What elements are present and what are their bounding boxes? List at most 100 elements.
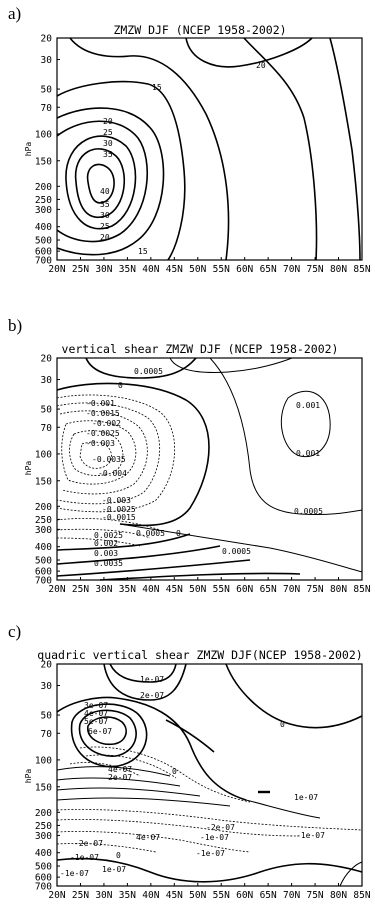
x-tick-label: 65N xyxy=(260,584,277,595)
contour-neg-b xyxy=(56,819,301,837)
contour-001-oval xyxy=(280,390,331,458)
contour-2e07-top xyxy=(103,663,187,701)
svg-text:-2e-07: -2e-07 xyxy=(206,823,235,832)
y-tick-label: 150 xyxy=(35,156,52,167)
svg-text:-0.004: -0.004 xyxy=(98,469,127,478)
svg-text:15: 15 xyxy=(138,247,148,256)
contour-4e07 xyxy=(70,703,148,768)
x-tick-label: 35N xyxy=(119,264,136,275)
x-tick-label: 40N xyxy=(142,890,159,901)
y-tick-label: 600 xyxy=(35,873,52,884)
y-tick-label: 500 xyxy=(35,236,52,247)
x-tick-label: 45N xyxy=(166,890,183,901)
svg-text:-0.0035: -0.0035 xyxy=(92,455,126,464)
svg-text:35: 35 xyxy=(100,200,110,209)
y-tick-label: 300 xyxy=(35,205,52,216)
x-tick-label: 75N xyxy=(306,584,323,595)
svg-text:-0.002: -0.002 xyxy=(92,419,121,428)
contour-shear-band-2 xyxy=(56,545,221,565)
svg-text:25: 25 xyxy=(103,128,113,137)
contour-20-upper xyxy=(185,37,313,68)
contour-0005-lower xyxy=(119,523,363,573)
y-tick-label: 700 xyxy=(35,256,52,267)
y-tick-label: 250 xyxy=(35,195,52,206)
panel-a: ZMZW DJF (NCEP 1958-2002) hPa 20 30 50 70 10… xyxy=(24,23,371,275)
y-tick-label: 250 xyxy=(35,821,52,832)
contour-neg-a xyxy=(56,809,363,831)
panel-b-contour-labels: 0.0005 0 -0.001 -0.0015 -0.002 -0.0025 -… xyxy=(86,367,323,568)
x-tick-label: 25N xyxy=(72,890,89,901)
x-tick-label: 20N xyxy=(48,264,65,275)
y-tick-label: 600 xyxy=(35,567,52,578)
contour-1e07-top xyxy=(109,663,177,683)
contour-15-top xyxy=(69,37,230,261)
y-tick-label: 100 xyxy=(35,755,52,766)
contour-dense-3 xyxy=(56,787,201,797)
contour-0-right xyxy=(225,663,363,729)
contour-neg-1 xyxy=(56,394,176,513)
svg-text:-0.0025: -0.0025 xyxy=(102,505,136,514)
svg-text:-2e-07: -2e-07 xyxy=(74,839,103,848)
svg-text:-1e-07: -1e-07 xyxy=(70,853,99,862)
y-tick-label: 700 xyxy=(35,882,52,893)
svg-text:-0.001: -0.001 xyxy=(86,399,115,408)
panel-b-title: vertical shear ZMZW DJF (NCEP 1958-2002) xyxy=(62,342,339,356)
y-tick-label: 20 xyxy=(41,34,53,45)
svg-text:0: 0 xyxy=(118,381,123,390)
contour-bottom-1 xyxy=(56,857,363,883)
x-tick-label: 30N xyxy=(95,890,112,901)
svg-text:1e-07: 1e-07 xyxy=(294,793,318,802)
svg-text:0.001: 0.001 xyxy=(296,401,320,410)
contour-neg-c xyxy=(56,831,251,853)
svg-text:0.002: 0.002 xyxy=(94,539,118,548)
y-tick-label: 300 xyxy=(35,525,52,536)
contour-neg-5 xyxy=(69,430,124,476)
svg-text:2e-07: 2e-07 xyxy=(140,691,164,700)
contour-pos-mid-3 xyxy=(69,762,141,777)
contour-15-left xyxy=(56,80,186,261)
y-tick-label: 30 xyxy=(41,55,53,66)
svg-text:0.0035: 0.0035 xyxy=(94,559,123,568)
panel-b-letter: b) xyxy=(8,316,23,335)
x-tick-label: 65N xyxy=(260,264,277,275)
panel-a-ylabel: hPa xyxy=(24,142,33,157)
y-tick-label: 200 xyxy=(35,502,52,513)
svg-text:-0.003: -0.003 xyxy=(102,496,131,505)
x-tick-label: 70N xyxy=(283,264,300,275)
panel-c-title: quadric vertical shear ZMZW DJF(NCEP 195… xyxy=(37,648,362,662)
x-tick-label: 60N xyxy=(236,584,253,595)
svg-text:4e-07: 4e-07 xyxy=(136,833,160,842)
x-tick-label: 55N xyxy=(213,890,230,901)
y-tick-label: 600 xyxy=(35,247,52,258)
contour-shear-band-4 xyxy=(99,572,301,581)
contour-dense-2 xyxy=(56,777,181,787)
contour-neg-d xyxy=(56,843,157,853)
x-tick-label: 30N xyxy=(95,264,112,275)
y-tick-label: 400 xyxy=(35,848,52,859)
contour-pos-band-1 xyxy=(56,518,161,531)
svg-text:15: 15 xyxy=(152,83,162,92)
contour-0005-top xyxy=(169,357,293,373)
svg-text:1e-07: 1e-07 xyxy=(102,865,126,874)
y-tick-label: 50 xyxy=(41,405,53,416)
svg-text:1e-07: 1e-07 xyxy=(140,675,164,684)
y-tick-label: 700 xyxy=(35,576,52,587)
x-tick-label: 80N xyxy=(330,890,347,901)
svg-text:20: 20 xyxy=(100,233,110,242)
contour-dense-1 xyxy=(56,766,171,777)
svg-text:0.0005: 0.0005 xyxy=(294,507,323,516)
svg-text:40: 40 xyxy=(100,187,110,196)
x-tick-label: 70N xyxy=(283,890,300,901)
y-tick-label: 400 xyxy=(35,542,52,553)
y-tick-label: 100 xyxy=(35,449,52,460)
svg-text:0: 0 xyxy=(280,720,285,729)
svg-text:-1e-07: -1e-07 xyxy=(200,833,229,842)
y-tick-label: 50 xyxy=(41,85,53,96)
y-tick-label: 20 xyxy=(41,354,53,365)
svg-text:4e-07: 4e-07 xyxy=(84,709,108,718)
svg-text:-1e-07: -1e-07 xyxy=(296,831,325,840)
svg-text:0: 0 xyxy=(176,529,181,538)
y-tick-label: 70 xyxy=(41,103,53,114)
svg-text:20: 20 xyxy=(256,61,266,70)
